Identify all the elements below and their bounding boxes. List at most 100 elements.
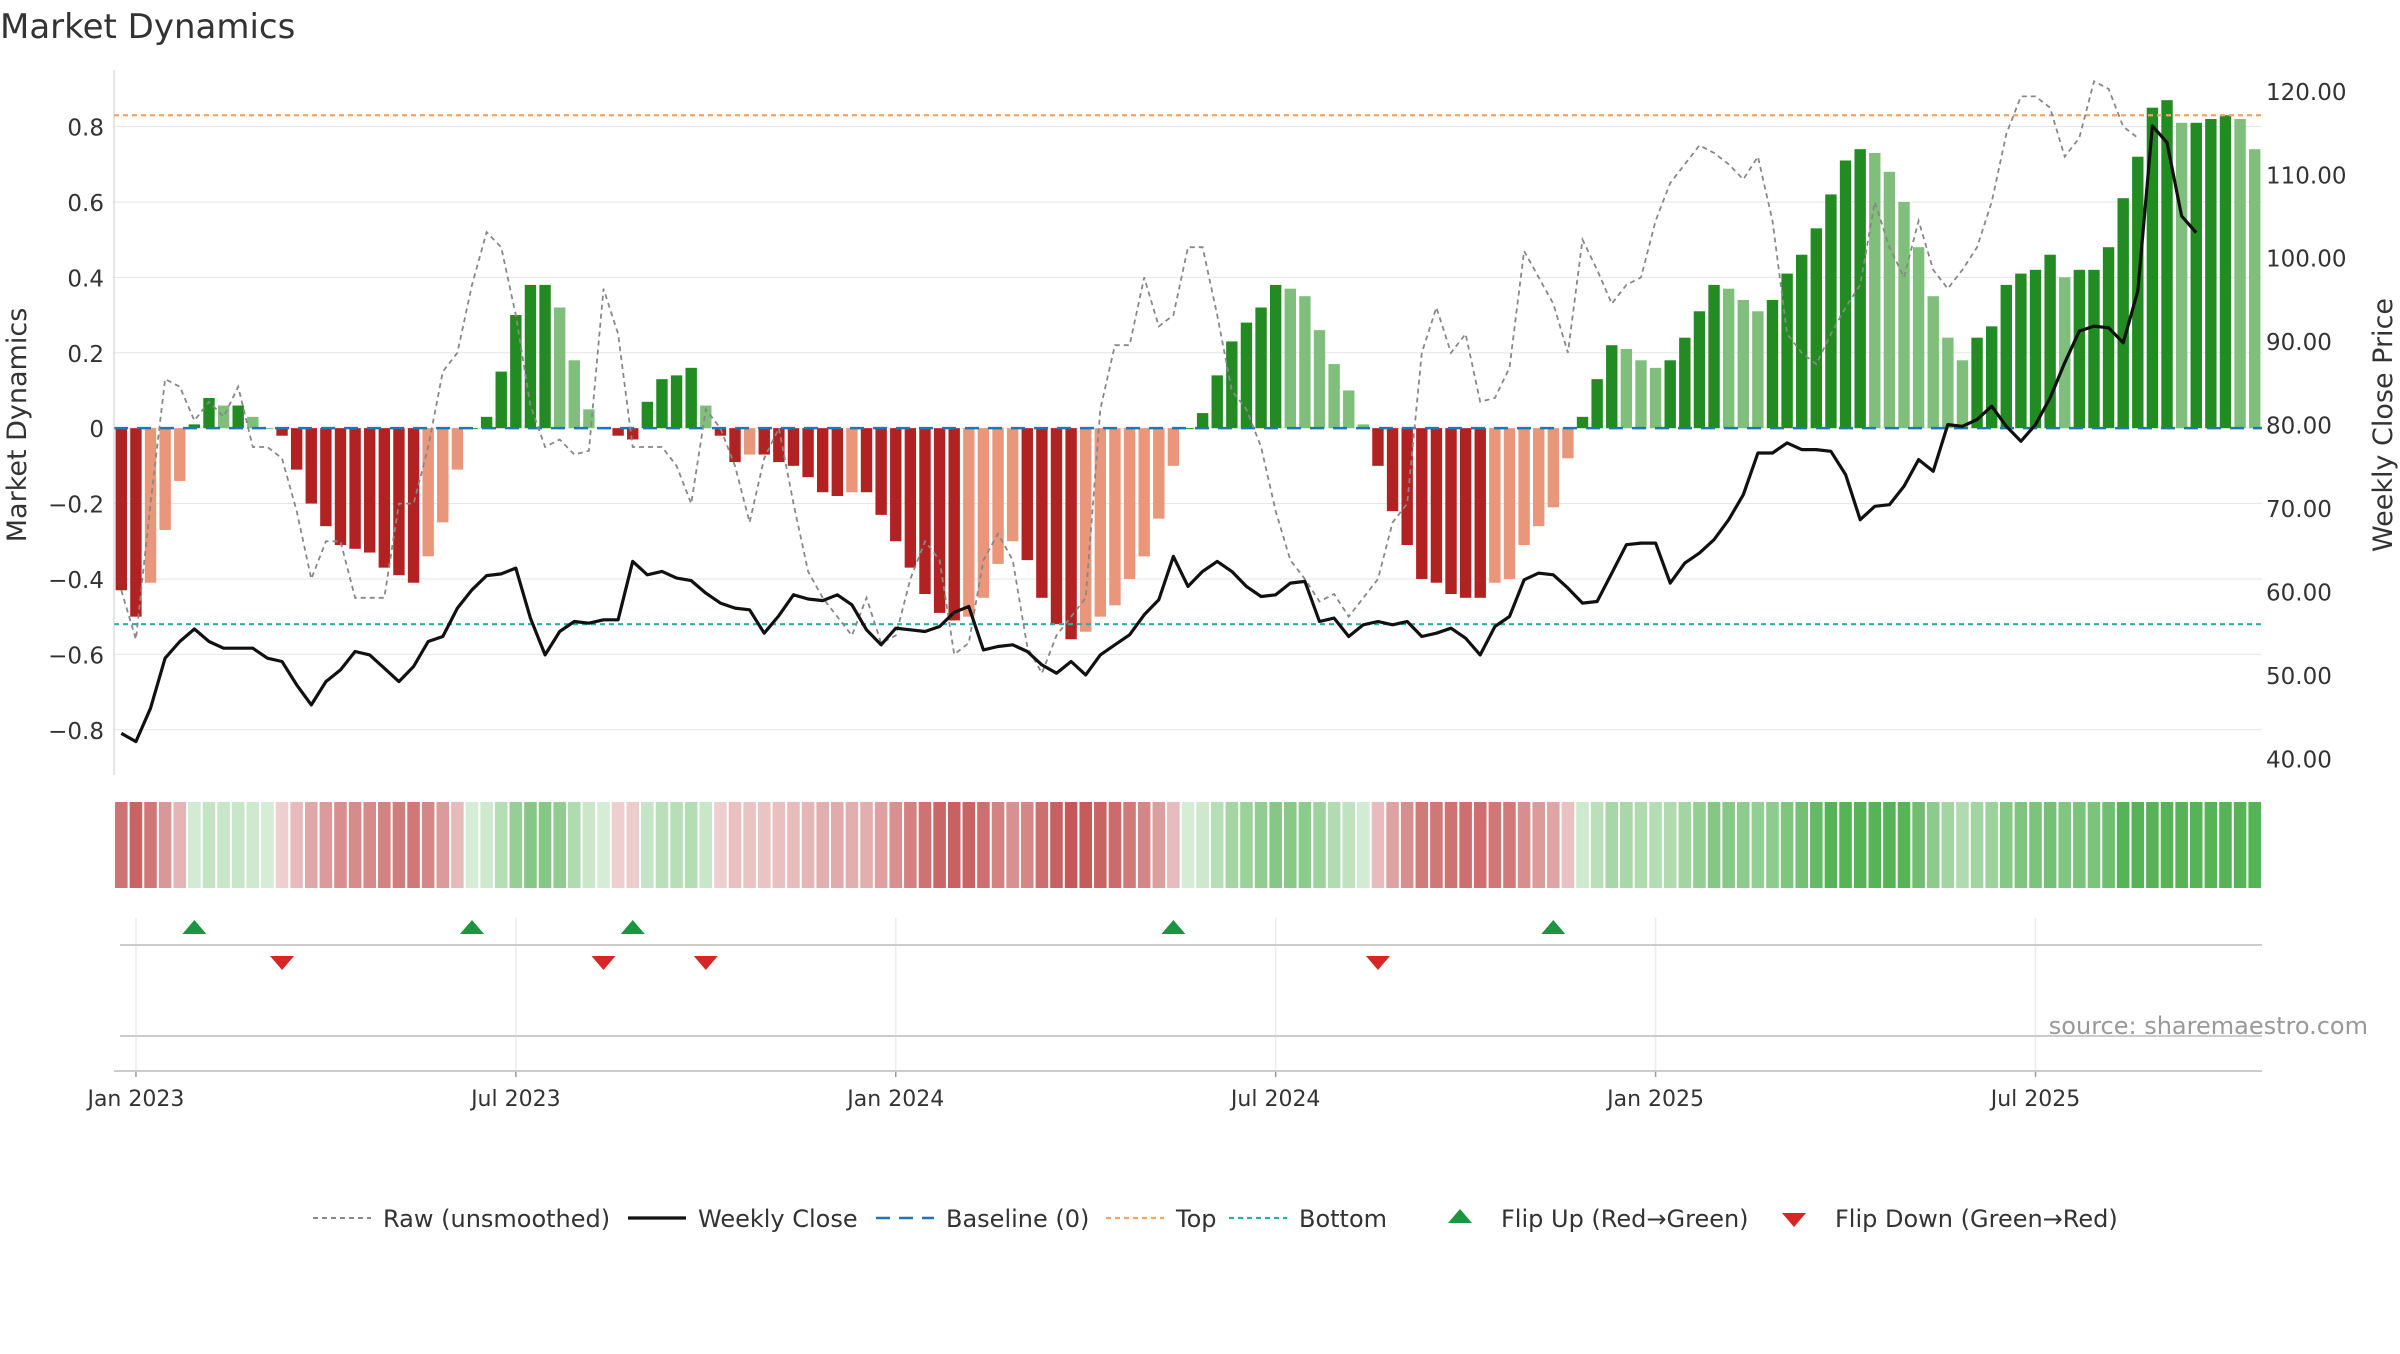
bar — [831, 428, 844, 497]
strip-cell — [1137, 802, 1151, 888]
flip-up-marker — [182, 920, 207, 934]
strip-cell — [2043, 802, 2057, 888]
strip-cell — [1210, 802, 1224, 888]
strip-cell — [1868, 802, 1882, 888]
legend-item-close: Weekly Close — [628, 1205, 858, 1233]
bar — [276, 428, 288, 436]
bar — [758, 428, 770, 455]
bar — [1006, 428, 1019, 542]
bar — [1123, 428, 1136, 579]
bar — [1810, 228, 1823, 429]
bar — [217, 405, 230, 429]
strip-cell — [728, 802, 742, 888]
bar — [188, 424, 201, 429]
bar — [524, 284, 537, 429]
strip-cell — [1386, 802, 1399, 888]
legend: Raw (unsmoothed) Weekly Close Baseline (0)… — [313, 1205, 2118, 1233]
strip-cell — [933, 802, 946, 888]
bar — [261, 428, 274, 430]
bar — [802, 428, 814, 478]
legend-label: Flip Down (Green→Red) — [1835, 1205, 2118, 1233]
bar — [1065, 428, 1077, 640]
strip-cell — [626, 802, 640, 888]
bar — [948, 428, 960, 621]
strip-cell — [1371, 802, 1385, 888]
strip-cell — [1766, 802, 1779, 888]
strip-cell — [1985, 802, 1998, 888]
strip-cell — [874, 802, 888, 888]
bar — [1343, 390, 1355, 429]
legend-item-bottom: Bottom — [1229, 1205, 1387, 1233]
strip-cell — [743, 802, 756, 888]
bar — [1839, 160, 1852, 429]
strip-cell — [1707, 802, 1721, 888]
strip-cell — [290, 802, 303, 888]
strip-cell — [158, 802, 172, 888]
bar — [1459, 428, 1472, 598]
strip-cell — [714, 802, 727, 888]
bar — [1196, 413, 1209, 429]
strip-cell — [334, 802, 347, 888]
strip-cell — [1459, 802, 1472, 888]
bar — [1269, 284, 1282, 429]
strip-cell — [1444, 802, 1458, 888]
strip-cell — [2219, 802, 2232, 888]
y-tick-label: 0.8 — [67, 116, 104, 142]
strip-cell — [1824, 802, 1838, 888]
bars-layer — [115, 100, 2261, 640]
chart-title: Market Dynamics — [0, 7, 295, 47]
y2-tick-label: 50.00 — [2266, 664, 2332, 690]
strip-cell — [655, 802, 669, 888]
strip-cell — [582, 802, 596, 888]
bar — [2219, 115, 2232, 429]
bar — [729, 428, 741, 463]
y-tick-label: −0.4 — [48, 568, 104, 594]
strip-cell — [1313, 802, 1326, 888]
bar — [1781, 273, 1793, 429]
strip-cell — [1926, 802, 1940, 888]
bar — [1153, 428, 1165, 519]
bar — [583, 409, 595, 429]
strip-cell — [451, 802, 464, 888]
bar — [1532, 428, 1545, 527]
flip-up-marker — [1541, 920, 1566, 934]
strip-cell — [1079, 802, 1092, 888]
strip-cell — [831, 802, 844, 888]
strip-cell — [1897, 802, 1911, 888]
bar — [1021, 428, 1033, 561]
strip-cell — [1108, 802, 1122, 888]
flip-markers-layer — [182, 920, 1566, 970]
bar — [320, 428, 332, 527]
bar — [1693, 311, 1706, 429]
flip-down-marker — [591, 956, 616, 970]
strip-cell — [2204, 802, 2218, 888]
bar — [2044, 254, 2056, 429]
bar — [1372, 428, 1384, 466]
bar — [553, 307, 566, 429]
bar — [685, 367, 697, 429]
bar — [2248, 149, 2261, 429]
legend-label: Flip Up (Red→Green) — [1501, 1205, 1749, 1233]
bar — [407, 428, 420, 583]
strip-cell — [845, 802, 859, 888]
strip-cell — [319, 802, 333, 888]
strip-cell — [553, 802, 566, 888]
strip-cell — [1342, 802, 1356, 888]
strip-cell — [641, 802, 654, 888]
bar — [144, 428, 157, 583]
x-tick-label: Jul 2024 — [1229, 1087, 1321, 1112]
bar — [1489, 428, 1501, 583]
strip-cell — [2160, 802, 2174, 888]
bar — [1956, 360, 1969, 429]
strip-cell — [436, 802, 450, 888]
bar — [130, 428, 142, 617]
strip-cell — [1839, 802, 1852, 888]
strip-cell — [699, 802, 713, 888]
strip-cell — [1225, 802, 1239, 888]
y2-tick-label: 80.00 — [2266, 414, 2332, 440]
bar — [1679, 337, 1691, 429]
strip-cell — [407, 802, 420, 888]
y-tick-label: 0 — [89, 417, 104, 443]
x-tick-label: Jan 2025 — [1605, 1087, 1704, 1112]
bar — [378, 428, 391, 568]
